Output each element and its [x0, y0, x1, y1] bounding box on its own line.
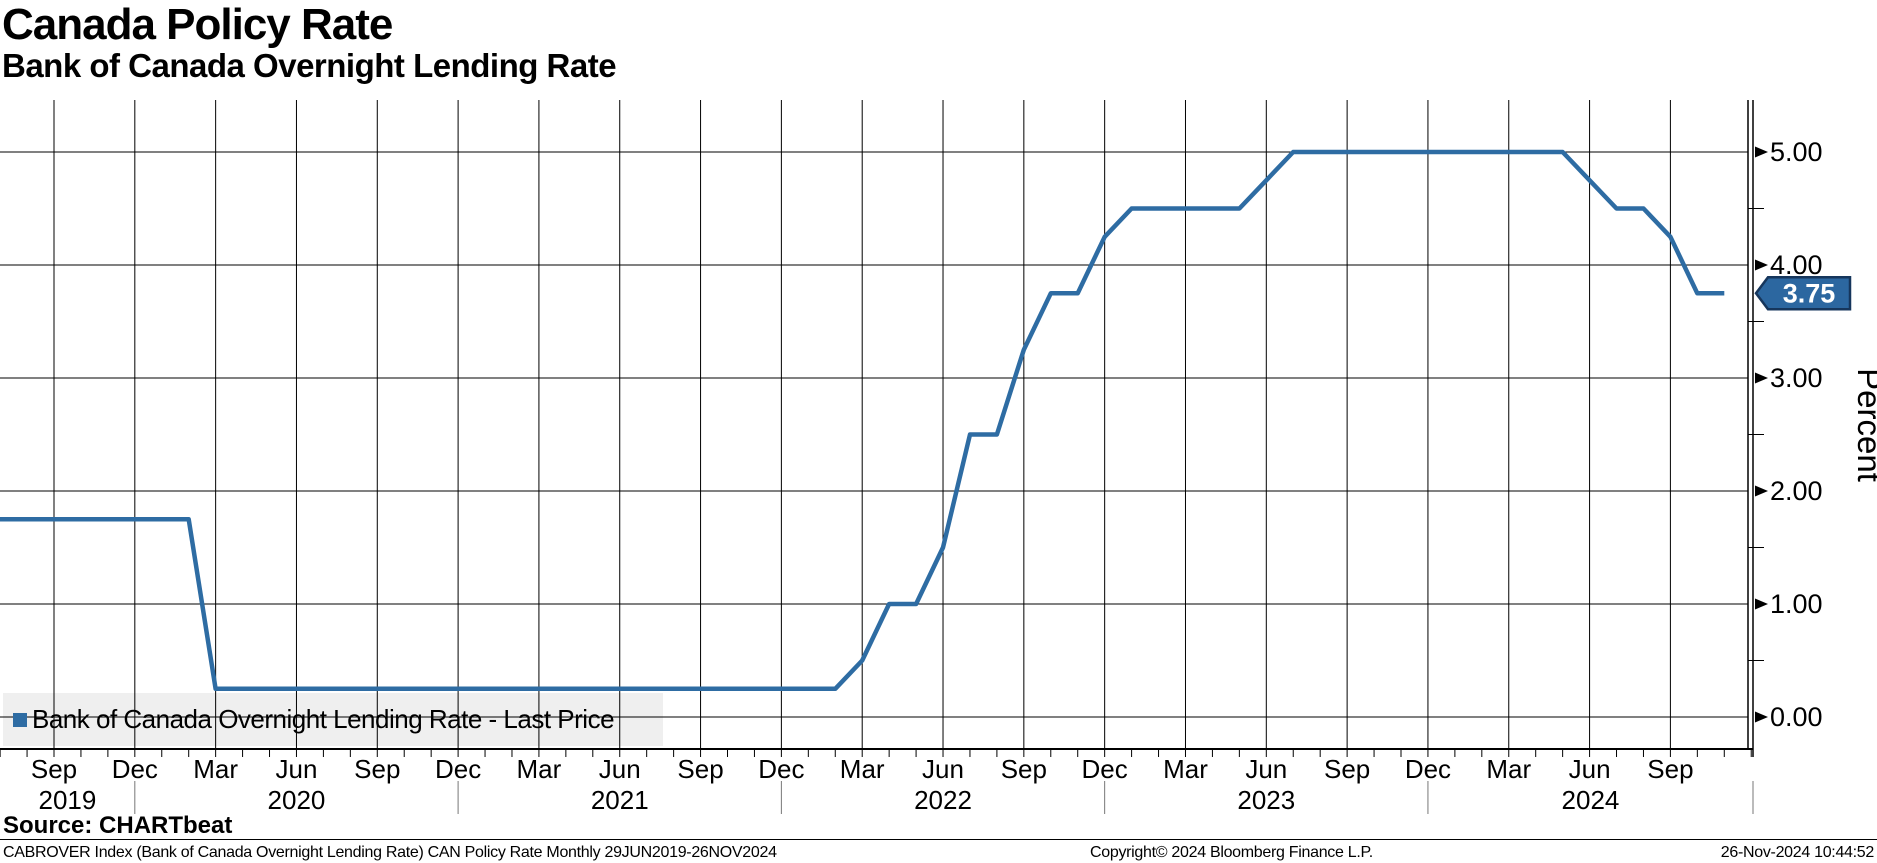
year-label: 2021: [591, 785, 649, 815]
x-tick-label: Dec: [1405, 754, 1451, 784]
x-tick-label: Dec: [435, 754, 481, 784]
year-label: 2024: [1562, 785, 1620, 815]
year-row: 2019 2020 2021 2022 2023 2024: [38, 781, 1754, 815]
page-title: Canada Policy Rate: [2, 0, 393, 49]
legend-series-label: Bank of Canada Overnight Lending Rate - …: [32, 704, 615, 734]
legend: Bank of Canada Overnight Lending Rate - …: [3, 693, 663, 746]
footer-bar: CABROVER Index (Bank of Canada Overnight…: [0, 844, 1877, 863]
x-tick-label: Mar: [840, 754, 885, 784]
x-tick-label: Dec: [758, 754, 804, 784]
year-label: 2019: [38, 785, 96, 815]
x-tick-label: Jun: [1569, 754, 1611, 784]
year-label: 2022: [914, 785, 972, 815]
last-price-badge-shape: [1754, 276, 1852, 311]
x-tick-label: Dec: [112, 754, 158, 784]
legend-background: [3, 693, 663, 746]
source-note: Source: CHARTbeat: [3, 812, 233, 839]
last-price-badge: 3.75: [1754, 276, 1852, 311]
x-tick-label: Mar: [193, 754, 238, 784]
legend-series-swatch: [13, 712, 27, 727]
last-price-value: 3.75: [1783, 278, 1836, 308]
x-tick-label: Dec: [1082, 754, 1128, 784]
y-tick-arrow: [1755, 372, 1768, 384]
x-tick-label: Jun: [275, 754, 317, 784]
footer-timestamp: 26-Nov-2024 10:44:52: [1720, 844, 1875, 861]
x-tick-label: Sep: [354, 754, 400, 784]
footer-divider: [0, 839, 1877, 840]
y-axis: 0.00 1.00 2.00 3.00 4.00 5.00: [1747, 100, 1823, 757]
x-axis: [0, 748, 1753, 757]
y-tick-arrow: [1755, 485, 1768, 497]
x-tick-label: Jun: [599, 754, 641, 784]
x-tick-label: Jun: [922, 754, 964, 784]
x-tick-label: Mar: [517, 754, 562, 784]
series-line: [0, 149, 1725, 692]
x-tick-label: Sep: [31, 754, 77, 784]
x-tick-label: Sep: [1001, 754, 1047, 784]
y-tick-arrow: [1755, 598, 1768, 610]
x-tick-label: Jun: [1245, 754, 1287, 784]
y-tick-label: 4.00: [1770, 250, 1823, 280]
y-tick-arrow: [1755, 146, 1768, 158]
y-tick-arrow: [1755, 259, 1768, 271]
year-label: 2023: [1237, 785, 1295, 815]
y-axis-title: Percent: [1851, 368, 1877, 482]
footer-copyright: Copyright© 2024 Bloomberg Finance L.P.: [1090, 844, 1373, 861]
x-tick-label: Sep: [677, 754, 723, 784]
chart-subtitle: Bank of Canada Overnight Lending Rate: [2, 47, 617, 84]
gridlines: [0, 100, 1748, 749]
x-tick-label: Mar: [1486, 754, 1531, 784]
x-tick-label: Sep: [1324, 754, 1370, 784]
footer-ticker-info: CABROVER Index (Bank of Canada Overnight…: [3, 844, 777, 861]
x-axis-labels: Sep Dec Mar Jun Sep Dec Mar Jun Sep Dec Mar Jun Sep D…: [31, 754, 1694, 784]
x-tick-label: Mar: [1163, 754, 1208, 784]
y-tick-label: 2.00: [1770, 476, 1823, 506]
y-tick-arrow: [1755, 711, 1768, 723]
y-tick-label: 3.00: [1770, 363, 1823, 393]
y-tick-label: 0.00: [1770, 702, 1823, 732]
x-tick-label: Sep: [1647, 754, 1693, 784]
year-label: 2020: [268, 785, 326, 815]
y-tick-label: 5.00: [1770, 137, 1823, 167]
y-tick-label: 1.00: [1770, 589, 1823, 619]
